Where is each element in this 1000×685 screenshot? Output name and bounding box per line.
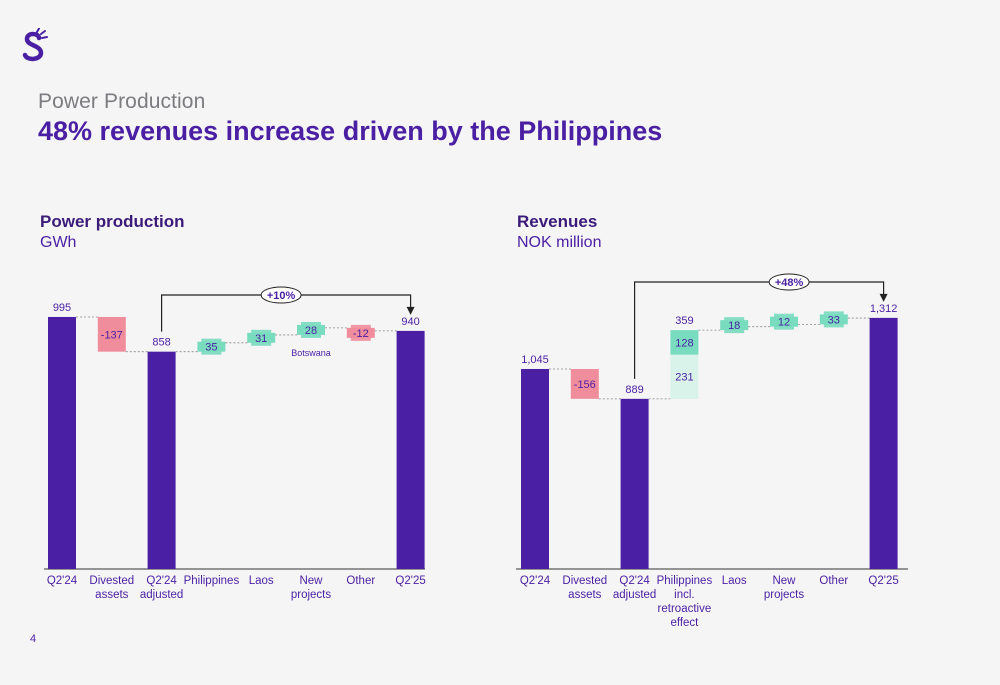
revenue-tick-laos: Laos [722, 575, 747, 587]
revenue-tick-q2-24: Q2'24 [520, 575, 551, 587]
power-label-other: -12 [353, 328, 369, 340]
company-logo [22, 28, 48, 62]
revenue-label-divested-assets: -156 [574, 379, 596, 391]
power-tick-philippines: Philippines [184, 575, 240, 587]
revenue-tick-q2-24-adjusted: Q2'24 adjusted [613, 575, 656, 601]
power-tick-q2-25: Q2'25 [395, 575, 425, 587]
revenue-tick-other: Other [819, 575, 848, 587]
revenue-label-philippines-incl-retroactive-effect: 359 [675, 315, 693, 327]
power-bar-label-bg-new-projects [301, 321, 321, 338]
power-growth-label: +10% [267, 290, 296, 302]
revenue-growth-arrowhead [879, 293, 888, 302]
revenue-label-q2-24-adjusted: 889 [625, 384, 643, 396]
revenue-bar-divested-assets [570, 368, 599, 399]
power-bar-label-bg-laos [251, 329, 272, 346]
power-label-q2-24-adjusted: 858 [152, 337, 170, 349]
chart-unit-power-production: GWh [40, 234, 77, 251]
revenue-bar-q2-24-adjusted [620, 398, 649, 569]
revenue-tick-q2-25: Q2'25 [868, 575, 898, 587]
power-label-divested-assets: -137 [101, 329, 123, 341]
revenue-growth-label: +48% [775, 277, 804, 289]
revenue-label-other: 33 [828, 314, 840, 326]
power-label-q2-24: 995 [53, 302, 71, 314]
revenue-label-q2-24: 1,045 [521, 354, 549, 366]
revenue-bar-label-bg-other [823, 311, 844, 328]
revenue-bar-philippines-incl-retroactive-effect-part-2 [670, 330, 699, 355]
chart-title-power-production: Power production [40, 212, 185, 231]
power-tick-laos: Laos [249, 575, 274, 587]
chart-unit-revenues: NOK million [517, 234, 602, 251]
power-bar-label-bg-philippines [201, 338, 222, 355]
power-bar-label-bg-other [350, 324, 371, 341]
revenue-bar-philippines-incl-retroactive-effect-part-1 [670, 354, 699, 399]
page-headline: 48% revenues increase driven by the Phil… [38, 116, 663, 146]
revenue-tick-philippines-incl-retroactive-effect: Philippines incl. retroactive effect [657, 575, 713, 629]
revenue-tick-divested-assets: Divested assets [562, 575, 607, 601]
revenue-bar-q2-25 [869, 317, 898, 569]
power-label-q2-25: 940 [401, 316, 419, 328]
revenue-part-label-2: 128 [675, 337, 693, 349]
power-label-laos: 31 [255, 333, 267, 345]
revenue-part-label-1: 231 [675, 372, 693, 384]
power-bar-divested-assets [97, 316, 126, 352]
power-label-new-projects: 28 [305, 325, 317, 337]
revenue-growth-badge [768, 273, 810, 291]
chart-title-revenues: Revenues [517, 212, 598, 231]
revenue-tick-new-projects: New projects [764, 575, 805, 601]
revenue-bar-q2-24 [521, 368, 549, 569]
revenue-label-new-projects: 12 [778, 317, 790, 329]
power-tick-q2-24-adjusted: Q2'24 adjusted [140, 575, 183, 601]
power-growth-arrowhead [406, 306, 415, 315]
section-label: Power Production [38, 90, 206, 113]
revenue-bar-label-bg-new-projects [774, 313, 794, 330]
power-tick-other: Other [346, 575, 375, 587]
power-bar-q2-25 [396, 330, 425, 569]
power-tick-divested-assets: Divested assets [89, 575, 134, 601]
power-tick-q2-24: Q2'24 [47, 575, 78, 587]
power-annotation-botswana: Botswana [291, 348, 331, 358]
power-label-philippines: 35 [205, 342, 217, 354]
revenue-bar-label-bg-laos [724, 317, 745, 334]
revenue-label-laos: 18 [728, 320, 740, 332]
revenue-label-q2-25: 1,312 [870, 303, 898, 315]
power-tick-new-projects: New projects [291, 575, 332, 601]
power-growth-badge [260, 286, 302, 304]
power-bar-q2-24-adjusted [147, 351, 176, 569]
power-bar-q2-24 [48, 316, 76, 569]
page-number: 4 [30, 633, 37, 645]
revenue-growth-bracket [634, 281, 885, 379]
